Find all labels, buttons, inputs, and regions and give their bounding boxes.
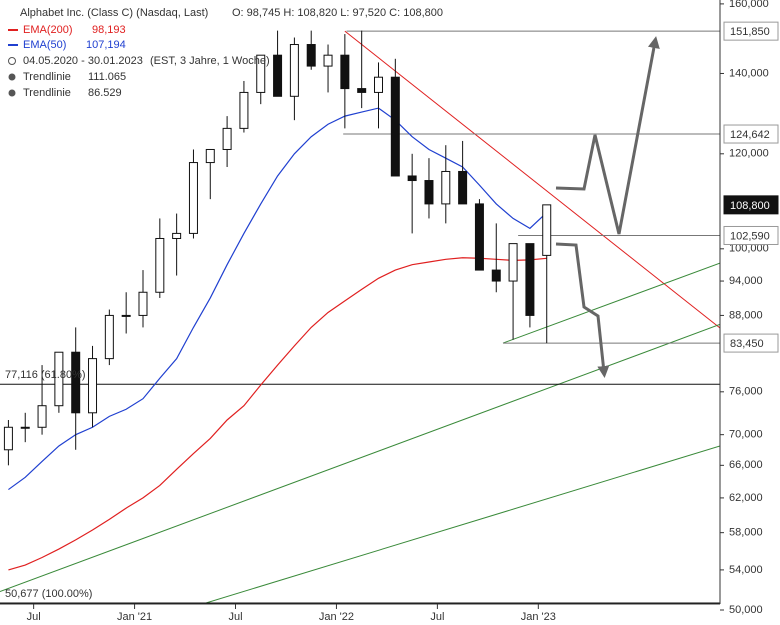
level-label: 108,800 [730, 200, 770, 212]
candle-body [289, 44, 299, 97]
candle-body [37, 405, 47, 428]
candle-body [357, 88, 367, 93]
x-tick-label: Jul [27, 611, 41, 623]
candle-body [323, 54, 333, 67]
level-label: 50,677 (100.00%) [5, 588, 92, 600]
ema-line [8, 257, 547, 571]
legend-label: EMA(50) [23, 39, 66, 51]
candle-body [340, 54, 350, 90]
candle-body [542, 204, 552, 256]
y-tick-label: 100,000 [729, 243, 769, 255]
candle-body [138, 291, 148, 316]
arrow-up [555, 36, 660, 235]
legend-icon [8, 57, 16, 65]
candle-body [474, 203, 484, 271]
y-tick-label: 88,000 [729, 309, 763, 321]
candle-body [54, 351, 64, 407]
candle-body [205, 148, 215, 164]
y-tick-label: 70,000 [729, 429, 763, 441]
period: 04.05.2020 - 30.01.2023 [23, 55, 143, 67]
candle-body [155, 237, 165, 293]
candle-body [508, 243, 518, 282]
x-tick-label: Jan '22 [319, 611, 354, 623]
arrow-down [555, 242, 610, 378]
level-box [723, 195, 779, 215]
ema-line [8, 107, 548, 491]
y-tick-label: 76,000 [729, 386, 763, 398]
y-tick-label: 54,000 [729, 564, 763, 576]
level-box [723, 124, 779, 144]
legend-value: 86.529 [88, 87, 122, 99]
legend: Alphabet Inc. (Class C) (Nasdaq, Last) O… [8, 7, 443, 99]
level-label: 83,450 [730, 338, 764, 350]
candle-body [20, 426, 30, 429]
level-box [723, 225, 779, 245]
trendline [502, 262, 720, 344]
y-tick-label: 50,000 [729, 604, 763, 616]
y-tick-label: 66,000 [729, 459, 763, 471]
legend-label: Trendlinie [23, 71, 71, 83]
level-label: 102,590 [730, 230, 770, 242]
y-tick-label: 94,000 [729, 275, 763, 287]
candle-body [256, 54, 266, 93]
candle-body [374, 76, 384, 93]
candle-body [424, 180, 434, 205]
trendline [0, 323, 720, 593]
candle-body [3, 426, 13, 451]
y-tick-label: 120,000 [729, 148, 769, 160]
period-note: (EST, 3 Jahre, 1 Woche) [150, 55, 270, 67]
candle-body [306, 44, 316, 67]
legend-label: Trendlinie [23, 87, 71, 99]
x-tick-label: Jul [228, 611, 242, 623]
trendline [344, 30, 720, 329]
level-label: 77,116 (61.80%) [5, 369, 86, 381]
title: Alphabet Inc. (Class C) (Nasdaq, Last) [20, 7, 208, 19]
candle-body [88, 358, 98, 414]
legend-value: 98,193 [92, 24, 126, 36]
candle-body [458, 170, 468, 205]
candle-body [491, 269, 501, 282]
candle-body [390, 76, 400, 177]
y-tick-label: 58,000 [729, 527, 763, 539]
candle-body [239, 91, 249, 129]
trendline [200, 445, 720, 604]
candle-body [441, 170, 451, 205]
x-tick-label: Jan '23 [521, 611, 556, 623]
level-box [723, 333, 779, 353]
level-label: 151,850 [730, 26, 770, 38]
legend-label: EMA(200) [23, 24, 73, 36]
candle-body [222, 127, 232, 150]
candle-body [525, 243, 535, 316]
legend-value: 107,194 [86, 39, 126, 51]
legend-value: 111.065 [88, 71, 126, 83]
candle-body [104, 314, 114, 360]
ohlc: O: 98,745 H: 108,820 L: 97,520 C: 108,80… [232, 7, 443, 19]
y-tick-label: 160,000 [729, 0, 769, 10]
x-tick-label: Jan '21 [117, 611, 152, 623]
candle-body [273, 54, 283, 97]
y-tick-label: 140,000 [729, 67, 769, 79]
candle-body [121, 314, 131, 317]
candle-body [407, 175, 417, 182]
legend-icon [8, 73, 16, 81]
candle-body [188, 162, 198, 234]
y-tick-label: 62,000 [729, 492, 763, 504]
x-tick-label: Jul [430, 611, 444, 623]
plot-area [0, 30, 720, 604]
candle-body [172, 232, 182, 239]
level-box [723, 21, 779, 41]
legend-icon [8, 89, 16, 97]
candle-body [71, 351, 81, 414]
level-label: 124,642 [730, 129, 770, 141]
